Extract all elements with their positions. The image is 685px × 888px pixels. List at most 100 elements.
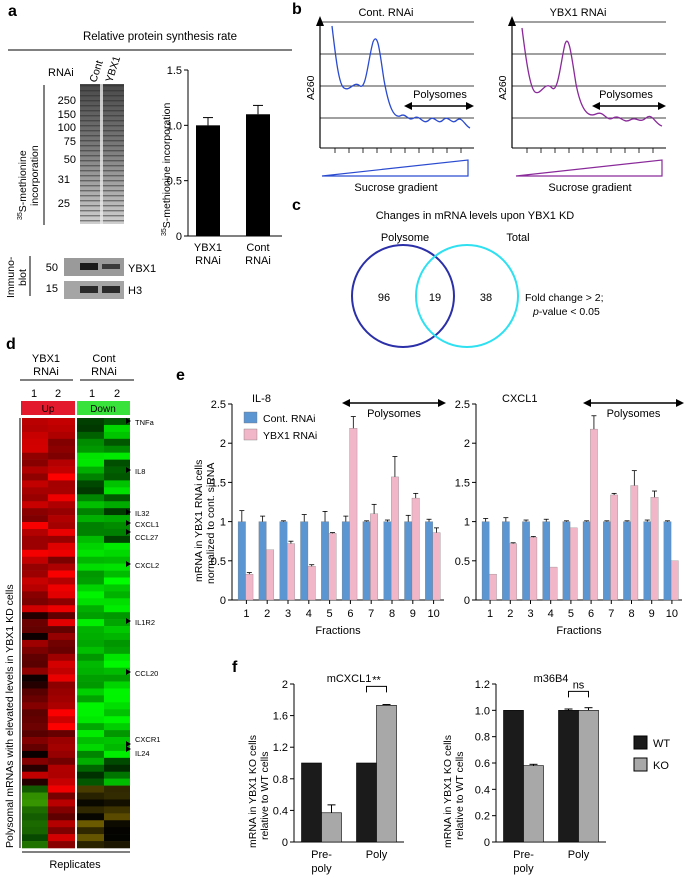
heatmap-cell [22,827,48,835]
heatmap-cell [48,813,75,821]
heatmap-cell [48,646,75,655]
e-ytick-label: 1.5 [211,477,226,489]
heatmap-cell [22,452,48,460]
heatmap-cell [22,764,48,773]
heatmap-cell [77,612,104,620]
heatmap-cell [48,723,75,731]
e-bar [370,513,379,601]
heatmap-cell [104,605,130,613]
heatmap-cell [77,431,104,440]
heatmap-cell [77,556,104,564]
heatmap-cell [104,639,130,648]
e-xtick-label: 7 [608,608,614,620]
gene-arrow-cxcl1: CXCL1 [126,520,159,529]
profile-title-ybx1: YBX1 RNAi [550,7,607,19]
heatmap-cell [77,827,104,835]
e-xlabel: Fractions [315,625,361,637]
heatmap-cell [48,771,75,779]
heatmap-cell [77,508,104,516]
e-xtick-label: 8 [628,608,634,620]
heatmap-cell [48,778,75,786]
e-xtick-label: 10 [666,608,678,620]
e-bar [522,521,530,601]
heatmap-cell [104,431,130,440]
heatmap-cell [104,764,130,773]
f-ytick-label: 0.4 [273,805,288,817]
heatmap-cell [48,841,75,849]
gene-arrow-il24: IL24 [126,746,150,758]
heatmap-cell [22,688,48,696]
heatmap-cell [48,633,75,641]
heatmap-cell [77,834,104,842]
f-ytick-label: 1.0 [475,705,490,717]
e-ytick-label: 2.5 [455,399,470,411]
heatmap-group-cont-rnai: RNAi [91,366,117,378]
svg-text:CCL20: CCL20 [135,669,158,678]
heatmap-cell [104,723,130,731]
e-bar [489,573,497,601]
heatmap-cell [22,702,48,710]
heatmap-group-ybx1: YBX1 [32,353,60,365]
gene-arrow-cxcr1: CXCR1 [126,735,160,747]
heatmap-cell [48,501,75,509]
heatmap-cell [22,743,48,752]
profile-ylabel-ybx1: A260 [497,75,509,100]
a-bar-ylabel: 35S-methionine incorporation [161,103,173,236]
heatmap-cell [48,785,75,793]
heatmap-cell [48,660,75,668]
venn-note-pvalue: p-value < 0.05 [532,306,600,318]
gene-arrow-il8: IL8 [126,467,145,476]
gel-ylabel: 35S-methionine [17,150,29,220]
heatmap-cell [22,750,48,759]
heatmap-cell [104,813,130,821]
venn-count-polysome-only: 96 [378,292,390,304]
heatmap-cell [22,584,48,592]
heatmap-cell [104,563,130,571]
e-xlabel: Fractions [556,625,602,637]
heatmap-cell [104,834,130,842]
e-ytick-label: 1 [220,517,226,529]
e-bar [328,533,337,601]
heatmap-cell [104,646,130,655]
heatmap-cell [77,563,104,571]
heatmap-cell [104,778,130,786]
heatmap-cell [104,688,130,696]
f-xtick-label-line2: poly [311,863,332,875]
heatmap-cell [22,515,48,523]
heatmap-cell [77,778,104,786]
heatmap-cell [48,653,75,662]
heatmap-cell [104,799,130,807]
f-xtick-label-line2: poly [513,863,534,875]
heatmap-cell [104,452,130,460]
heatmap-cell [104,480,130,488]
heatmap-cell [104,528,130,537]
f-significance-bracket [366,685,387,693]
heatmap-cell [48,438,75,447]
heatmap-cell [22,674,48,682]
e-polysomes-arrow-left [342,399,350,407]
blot-mw-50: 50 [46,262,58,274]
heatmap-cell [77,487,104,495]
heatmap-cell [77,688,104,696]
e-bar [258,521,267,601]
heatmap-cell [22,834,48,842]
e-bar [425,521,433,601]
f-ytick-label: 2 [282,679,288,691]
heatmap-cell [104,785,130,793]
heatmap-cell [77,418,104,426]
heatmap-cell [22,466,48,474]
e-ylabel-1: mRNA in YBX1 RNAi cells [193,460,205,582]
heatmap-cell [22,667,48,675]
legend-label-wt: WT [653,738,670,750]
heatmap-cell [48,542,75,551]
heatmap-cell [22,785,48,793]
heatmap-cell [48,522,75,530]
heatmap-cell [104,438,130,447]
e-ytick-label: 2 [464,438,470,450]
replicate-2a: 2 [55,388,61,400]
heatmap-cell [104,418,130,426]
svg-text:IL8: IL8 [135,467,145,476]
heatmap-cell [48,716,75,724]
heatmap-cell [48,674,75,682]
